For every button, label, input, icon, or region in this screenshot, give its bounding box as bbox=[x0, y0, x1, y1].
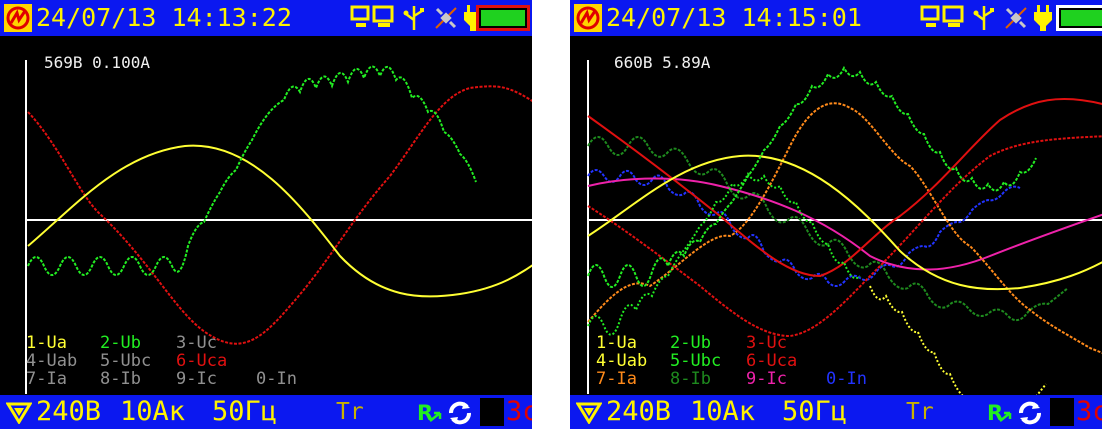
trace-ub bbox=[27, 65, 477, 276]
legend-item: 3-Uc bbox=[176, 333, 217, 353]
satellite-icon bbox=[435, 7, 457, 29]
legend-item: 2-Ub bbox=[100, 333, 141, 353]
legend-item: 7-Ia bbox=[26, 369, 67, 389]
power-plug-icon bbox=[1034, 5, 1052, 31]
legend-item: 0-In bbox=[256, 369, 297, 389]
timer: 3с bbox=[506, 396, 532, 427]
screen-left: 24/07/13 14:13:22 569В 0.100А 1-Ua 2-Ub 3-… bbox=[0, 0, 532, 429]
battery-icon bbox=[476, 5, 530, 31]
legend-item: 8-Ib bbox=[100, 369, 141, 389]
waveform-plot bbox=[25, 60, 532, 394]
trace-ubc bbox=[587, 172, 861, 336]
filter-triangle-icon bbox=[6, 402, 32, 424]
legend-item: 7-Ia bbox=[596, 369, 637, 389]
legend-item: 6-Uca bbox=[746, 351, 798, 371]
trace-uab bbox=[869, 285, 1047, 396]
timer: 3с bbox=[1076, 396, 1102, 427]
frequency: 50Гц bbox=[782, 396, 848, 427]
datetime: 24/07/13 14:15:01 bbox=[606, 3, 862, 32]
footer-bar: 240В 10Ак 50Гц Tr R 3с bbox=[570, 395, 1102, 429]
legend-item: 9-Ic bbox=[176, 369, 217, 389]
trace-ua bbox=[27, 144, 532, 298]
trace-ia bbox=[587, 102, 1102, 354]
trigger-mode: Tr bbox=[336, 399, 364, 425]
legend-item: 8-Ib bbox=[670, 369, 711, 389]
current-range: 10Ак bbox=[120, 396, 186, 427]
trace-in bbox=[587, 169, 1021, 287]
status-bar: 24/07/13 14:15:01 bbox=[570, 0, 1102, 36]
trace-uc bbox=[587, 135, 1102, 338]
logo-icon bbox=[574, 4, 602, 32]
legend-item: 2-Ub bbox=[670, 333, 711, 353]
r-arrow-icon: R bbox=[417, 401, 442, 425]
legend-item: 6-Uca bbox=[176, 351, 228, 371]
trace-ub bbox=[587, 65, 1037, 288]
legend-item: 4-Uab bbox=[596, 351, 648, 371]
usb-icon bbox=[973, 6, 994, 30]
legend-item: 1-Ua bbox=[26, 333, 67, 353]
trace-ic bbox=[587, 177, 1102, 271]
legend-item: 9-Ic bbox=[746, 369, 787, 389]
battery-icon bbox=[1056, 5, 1102, 31]
voltage-range: 240В bbox=[606, 396, 672, 427]
legend-item: 5-Ubc bbox=[670, 351, 722, 371]
readout: 660В 5.89А bbox=[614, 53, 711, 72]
legend-item: 5-Ubc bbox=[100, 351, 152, 371]
svg-text:R: R bbox=[987, 401, 1003, 425]
footer-bar: 240В 10Ак 50Гц Tr R 3с bbox=[0, 395, 532, 429]
usb-icon bbox=[403, 6, 424, 30]
r-arrow-icon: R bbox=[987, 401, 1012, 425]
pc-icon bbox=[920, 5, 964, 27]
legend-item: 0-In bbox=[826, 369, 867, 389]
refresh-icon bbox=[449, 401, 471, 425]
legend-item: 3-Uc bbox=[746, 333, 787, 353]
trace-uca bbox=[587, 97, 1102, 278]
filter-triangle-icon bbox=[576, 402, 602, 424]
datetime: 24/07/13 14:13:22 bbox=[36, 3, 292, 32]
voltage-range: 240В bbox=[36, 396, 102, 427]
readout: 569В 0.100А bbox=[44, 53, 150, 72]
indicator-box bbox=[1050, 398, 1074, 426]
trace-ua bbox=[587, 154, 1102, 291]
waveform-plot bbox=[587, 60, 1102, 396]
satellite-icon bbox=[1005, 7, 1027, 29]
frequency: 50Гц bbox=[212, 396, 278, 427]
svg-text:R: R bbox=[417, 401, 433, 425]
pc-icon bbox=[350, 5, 394, 27]
indicator-box bbox=[480, 398, 504, 426]
screen-right: 24/07/13 14:15:01 660В 5.89А 1-Ua 2-Ub 3-U… bbox=[570, 0, 1102, 429]
current-range: 10Ак bbox=[690, 396, 756, 427]
trigger-mode: Tr bbox=[906, 399, 934, 425]
refresh-icon bbox=[1019, 401, 1041, 425]
trace-ib bbox=[587, 136, 1069, 322]
legend-item: 1-Ua bbox=[596, 333, 637, 353]
status-bar: 24/07/13 14:13:22 bbox=[0, 0, 532, 36]
logo-icon bbox=[4, 4, 32, 32]
trace-uca bbox=[27, 85, 532, 345]
legend-item: 4-Uab bbox=[26, 351, 78, 371]
